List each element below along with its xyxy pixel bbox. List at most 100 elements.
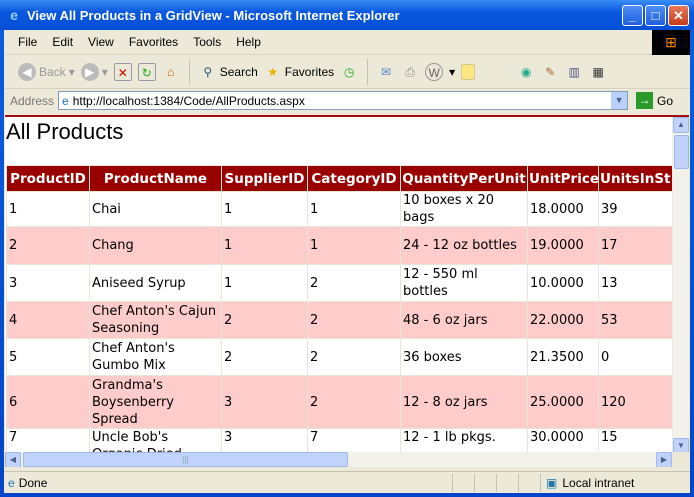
search-button[interactable]: ⚲ Search xyxy=(199,63,257,81)
table-cell: 4 xyxy=(6,301,90,339)
table-row: 5 Chef Anton's Gumbo Mix 2 2 36 boxes 21.3500… xyxy=(6,338,689,376)
page-heading: All Products xyxy=(6,119,124,144)
table-cell: 1 xyxy=(307,191,401,227)
home-icon[interactable]: ⌂ xyxy=(167,64,175,79)
table-cell: 2 xyxy=(307,301,401,339)
maximize-button[interactable]: □ xyxy=(645,5,666,26)
table-cell: Chang xyxy=(89,226,222,265)
address-label: Address xyxy=(10,93,55,108)
address-input[interactable]: e http://localhost:1384/Code/AllProducts… xyxy=(58,91,629,110)
star-icon: ★ xyxy=(267,64,279,79)
status-segment xyxy=(518,473,540,492)
toolbar: ◀ Back ▾ ▶ ▾ ✕ ↻ ⌂ ⚲ Search ★ Favorites ◷ ✉… xyxy=(4,55,690,89)
forward-button[interactable]: ▶ ▾ xyxy=(80,62,108,81)
table-cell: 1 xyxy=(221,191,308,227)
search-icon: ⚲ xyxy=(203,64,213,79)
table-row: 1 Chai 1 1 10 boxes x 20 bags 18.0000 39 xyxy=(6,191,689,227)
column-header: UnitPrice xyxy=(527,165,599,192)
table-cell: 1 xyxy=(221,264,308,302)
table-row: 3 Aniseed Syrup 1 2 12 - 550 ml bottles 10.00… xyxy=(6,264,689,302)
print-icon[interactable]: ⎙ xyxy=(405,64,415,79)
table-cell: 21.3500 xyxy=(527,338,599,376)
back-button[interactable]: ◀ Back ▾ xyxy=(18,62,75,81)
table-cell: 3 xyxy=(6,264,90,302)
grid-header-row: ProductID ProductName SupplierID Categor… xyxy=(6,165,689,192)
column-header: SupplierID xyxy=(221,165,308,192)
table-cell: 1 xyxy=(6,191,90,227)
globe-icon[interactable]: ◉ xyxy=(520,64,532,79)
column-header: ProductName xyxy=(89,165,222,192)
status-segment xyxy=(452,473,474,492)
menu-file[interactable]: File xyxy=(18,35,38,49)
column-header: CategoryID xyxy=(307,165,401,192)
address-dropdown-icon[interactable]: ▼ xyxy=(611,92,628,109)
page-content: All Products ProductID ProductName Suppl… xyxy=(5,115,689,467)
scroll-left-icon[interactable]: ◀ xyxy=(5,452,21,467)
status-segment xyxy=(474,473,496,492)
menu-view[interactable]: View xyxy=(88,35,114,49)
table-cell: Chef Anton's Cajun Seasoning xyxy=(89,301,222,339)
table-cell: 10.0000 xyxy=(527,264,599,302)
scroll-right-icon[interactable]: ▶ xyxy=(656,452,672,467)
tool-icon[interactable]: ▦ xyxy=(592,64,604,79)
minimize-button[interactable]: _ xyxy=(622,5,643,26)
go-button[interactable]: → Go xyxy=(636,92,673,109)
column-header: ProductID xyxy=(6,165,90,192)
page-done-icon: e xyxy=(8,475,15,490)
title-bar: e View All Products in a GridView - Micr… xyxy=(0,0,694,30)
menu-tools[interactable]: Tools xyxy=(193,35,222,49)
edit-word-icon[interactable]: W xyxy=(425,62,444,81)
go-arrow-icon: → xyxy=(636,92,654,109)
menu-help[interactable]: Help xyxy=(236,35,261,49)
vertical-scroll-thumb[interactable] xyxy=(674,135,689,169)
intranet-icon: ▣ xyxy=(546,475,558,490)
messenger-icon[interactable]: ✎ xyxy=(545,64,556,79)
favorites-button[interactable]: ★ Favorites xyxy=(264,63,334,81)
separator xyxy=(188,58,190,85)
research-icon[interactable]: ▥ xyxy=(568,64,580,79)
window-title: View All Products in a GridView - Micros… xyxy=(27,7,400,23)
forward-arrow-icon: ▶ xyxy=(80,62,99,81)
back-arrow-icon: ◀ xyxy=(18,62,36,81)
ie-icon: e xyxy=(10,7,18,23)
table-cell: Chai xyxy=(89,191,222,227)
page-icon: e xyxy=(62,93,69,108)
refresh-icon[interactable]: ↻ xyxy=(137,62,156,81)
menu-favorites[interactable]: Favorites xyxy=(128,35,179,49)
address-bar: Address e http://localhost:1384/Code/All… xyxy=(4,89,690,112)
close-button[interactable]: ✕ xyxy=(668,5,689,26)
table-cell: Aniseed Syrup xyxy=(89,264,222,302)
zone-indicator: ▣ Local intranet xyxy=(540,473,690,492)
scroll-corner xyxy=(672,452,689,467)
menu-bar: File Edit View Favorites Tools Help ⊞ xyxy=(4,30,690,55)
table-cell: 24 - 12 oz bottles xyxy=(400,226,528,265)
scroll-up-icon[interactable]: ▲ xyxy=(673,117,689,133)
mail-icon[interactable]: ✉ xyxy=(381,64,392,79)
table-cell: 5 xyxy=(6,338,90,376)
table-cell: 2 xyxy=(221,301,308,339)
table-cell: 6 xyxy=(6,375,90,429)
table-cell: 48 - 6 oz jars xyxy=(400,301,528,339)
note-icon[interactable] xyxy=(461,63,476,80)
horizontal-scroll-thumb[interactable]: ||| xyxy=(23,452,348,467)
table-cell: 1 xyxy=(307,226,401,265)
table-cell: 25.0000 xyxy=(527,375,599,429)
table-cell: 2 xyxy=(6,226,90,265)
menu-edit[interactable]: Edit xyxy=(52,35,74,49)
vertical-scrollbar[interactable]: ▲ ▼ xyxy=(672,117,689,454)
history-icon[interactable]: ◷ xyxy=(343,64,355,79)
table-cell: 22.0000 xyxy=(527,301,599,339)
windows-logo-icon: ⊞ xyxy=(652,30,690,55)
edit-dropdown-icon[interactable]: ▾ xyxy=(449,64,456,79)
table-cell: 12 - 550 ml bottles xyxy=(400,264,528,302)
table-cell: Grandma's Boysenberry Spread xyxy=(89,375,222,429)
separator xyxy=(367,58,369,85)
table-cell: 1 xyxy=(221,226,308,265)
products-grid: ProductID ProductName SupplierID Categor… xyxy=(6,165,689,467)
address-url: http://localhost:1384/Code/AllProducts.a… xyxy=(72,93,305,108)
table-cell: 36 boxes xyxy=(400,338,528,376)
table-cell: 2 xyxy=(307,338,401,376)
horizontal-scrollbar[interactable]: ◀ ||| ▶ xyxy=(5,452,672,467)
stop-icon[interactable]: ✕ xyxy=(113,62,132,81)
table-cell: 19.0000 xyxy=(527,226,599,265)
